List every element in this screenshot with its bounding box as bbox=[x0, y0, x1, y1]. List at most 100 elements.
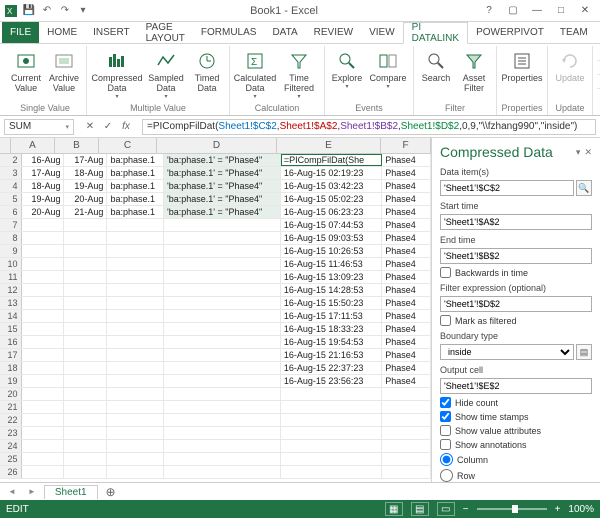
worksheet-grid[interactable]: ABCDEF 216-Aug17-Augba:phase.1'ba:phase.… bbox=[0, 138, 432, 482]
cell[interactable] bbox=[64, 453, 107, 465]
cell[interactable] bbox=[107, 232, 164, 244]
formula-input[interactable]: =PICompFilDat(Sheet1!$C$2,Sheet1!$A$2,Sh… bbox=[142, 119, 596, 135]
cell[interactable] bbox=[64, 219, 107, 231]
cell[interactable] bbox=[107, 427, 164, 439]
archive-value-button[interactable]: Archive Value bbox=[46, 48, 82, 96]
cell[interactable]: Phase4 bbox=[382, 180, 431, 192]
column-header[interactable]: C bbox=[99, 138, 157, 153]
cell[interactable] bbox=[107, 297, 164, 309]
cell[interactable] bbox=[382, 466, 431, 478]
cell[interactable] bbox=[22, 349, 65, 361]
cell[interactable]: 16-Aug-15 23:56:23 bbox=[281, 375, 382, 387]
cell[interactable] bbox=[164, 336, 281, 348]
cell[interactable] bbox=[107, 375, 164, 387]
cell[interactable] bbox=[22, 362, 65, 374]
cancel-formula-button[interactable]: ✕ bbox=[82, 119, 98, 135]
tab-team[interactable]: TEAM bbox=[552, 22, 596, 43]
cell[interactable] bbox=[164, 362, 281, 374]
cell[interactable]: ba:phase.1 bbox=[107, 193, 164, 205]
cell[interactable] bbox=[382, 401, 431, 413]
data-item-input[interactable] bbox=[440, 180, 574, 196]
cell[interactable]: 16-Aug-15 19:54:53 bbox=[281, 336, 382, 348]
cell[interactable] bbox=[281, 388, 382, 400]
cell[interactable] bbox=[164, 323, 281, 335]
enter-formula-button[interactable]: ✓ bbox=[100, 119, 116, 135]
cell[interactable] bbox=[64, 440, 107, 452]
cell[interactable] bbox=[22, 219, 65, 231]
sampled-data-button[interactable]: Sampled Data▾ bbox=[145, 48, 187, 102]
row-header[interactable]: 18 bbox=[0, 362, 22, 374]
cell[interactable]: 16-Aug-15 11:46:53 bbox=[281, 258, 382, 270]
column-header[interactable]: A bbox=[11, 138, 55, 153]
cell[interactable] bbox=[107, 388, 164, 400]
row-header[interactable]: 4 bbox=[0, 180, 22, 192]
row-header[interactable]: 13 bbox=[0, 297, 22, 309]
search-button[interactable]: Search bbox=[418, 48, 454, 86]
cell[interactable] bbox=[382, 440, 431, 452]
update-button[interactable]: Update bbox=[552, 48, 588, 86]
cell[interactable] bbox=[107, 414, 164, 426]
undo-icon[interactable]: ↶ bbox=[40, 4, 54, 18]
tab-insert[interactable]: INSERT bbox=[85, 22, 138, 43]
cell[interactable] bbox=[382, 453, 431, 465]
cell[interactable]: Phase4 bbox=[382, 206, 431, 218]
sheet-tab-sheet1[interactable]: Sheet1 bbox=[44, 485, 98, 499]
row-header[interactable]: 7 bbox=[0, 219, 22, 231]
boundary-ref-button[interactable]: ▤ bbox=[576, 344, 592, 360]
output-cell-input[interactable] bbox=[440, 378, 592, 394]
cell[interactable] bbox=[22, 336, 65, 348]
cell[interactable] bbox=[164, 414, 281, 426]
cell[interactable] bbox=[64, 388, 107, 400]
cell[interactable]: Phase4 bbox=[382, 349, 431, 361]
cell[interactable]: 19-Aug bbox=[22, 193, 65, 205]
cell[interactable]: 21-Aug bbox=[64, 206, 107, 218]
cell[interactable] bbox=[64, 336, 107, 348]
compressed-data-button[interactable]: Compressed Data▾ bbox=[91, 48, 143, 102]
cell[interactable]: Phase4 bbox=[382, 219, 431, 231]
row-header[interactable]: 6 bbox=[0, 206, 22, 218]
cell[interactable] bbox=[107, 336, 164, 348]
cell[interactable]: 16-Aug-15 05:02:23 bbox=[281, 193, 382, 205]
pane-close-icon[interactable]: ✕ bbox=[584, 147, 592, 158]
asset-filter-button[interactable]: Asset Filter bbox=[456, 48, 492, 96]
cell[interactable] bbox=[164, 232, 281, 244]
cell[interactable]: =PICompFilDat(She bbox=[281, 154, 382, 166]
cell[interactable]: 16-Aug-15 10:26:53 bbox=[281, 245, 382, 257]
timed-data-button[interactable]: Timed Data bbox=[189, 48, 225, 96]
column-header[interactable]: D bbox=[157, 138, 277, 153]
cell[interactable] bbox=[64, 414, 107, 426]
save-icon[interactable]: 💾 bbox=[22, 4, 36, 18]
cell[interactable]: ba:phase.1 bbox=[107, 167, 164, 179]
column-header[interactable]: B bbox=[55, 138, 99, 153]
cell[interactable]: 'ba:phase.1' = "Phase4" bbox=[164, 206, 281, 218]
cell[interactable]: Phase4 bbox=[382, 323, 431, 335]
cell[interactable]: 17-Aug bbox=[22, 167, 65, 179]
minimize-button[interactable]: — bbox=[526, 3, 548, 19]
cell[interactable] bbox=[22, 232, 65, 244]
cell[interactable] bbox=[107, 440, 164, 452]
row-header[interactable]: 8 bbox=[0, 232, 22, 244]
cell[interactable] bbox=[281, 466, 382, 478]
zoom-slider[interactable] bbox=[477, 508, 547, 510]
row-header[interactable]: 15 bbox=[0, 323, 22, 335]
cell[interactable]: 16-Aug-15 14:28:53 bbox=[281, 284, 382, 296]
cell[interactable]: 16-Aug bbox=[22, 154, 65, 166]
explore-button[interactable]: Explore▾ bbox=[329, 48, 365, 92]
cell[interactable] bbox=[164, 297, 281, 309]
cell[interactable] bbox=[107, 466, 164, 478]
cell[interactable] bbox=[164, 258, 281, 270]
sheet-nav-next[interactable]: ► bbox=[24, 487, 40, 496]
cell[interactable] bbox=[64, 323, 107, 335]
cell[interactable] bbox=[107, 323, 164, 335]
cell[interactable] bbox=[64, 362, 107, 374]
cell[interactable]: 16-Aug-15 07:44:53 bbox=[281, 219, 382, 231]
row-header[interactable]: 17 bbox=[0, 349, 22, 361]
new-sheet-button[interactable]: ⊕ bbox=[102, 485, 120, 499]
cell[interactable]: 18-Aug bbox=[22, 180, 65, 192]
row-header[interactable]: 10 bbox=[0, 258, 22, 270]
row-header[interactable]: 22 bbox=[0, 414, 22, 426]
cell[interactable]: 16-Aug-15 13:09:23 bbox=[281, 271, 382, 283]
cell[interactable] bbox=[22, 271, 65, 283]
maximize-button[interactable]: □ bbox=[550, 3, 572, 19]
row-header[interactable]: 21 bbox=[0, 401, 22, 413]
